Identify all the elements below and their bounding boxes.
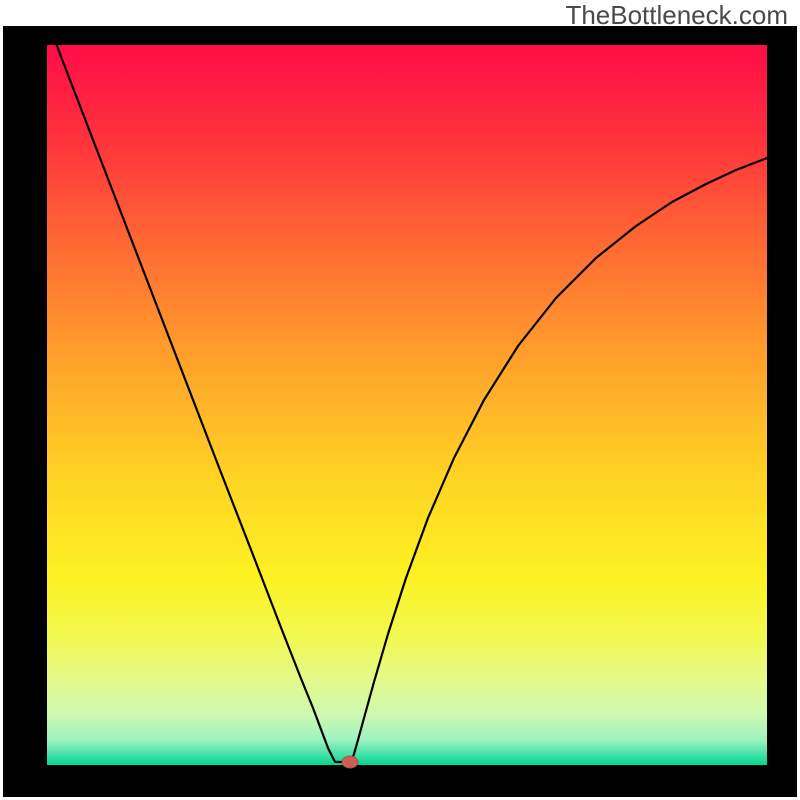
optimum-marker: [342, 756, 358, 768]
chart-svg: [0, 0, 800, 800]
watermark-text: TheBottleneck.com: [565, 0, 788, 31]
chart-root: TheBottleneck.com: [0, 0, 800, 800]
bottleneck-curve: [52, 33, 767, 762]
